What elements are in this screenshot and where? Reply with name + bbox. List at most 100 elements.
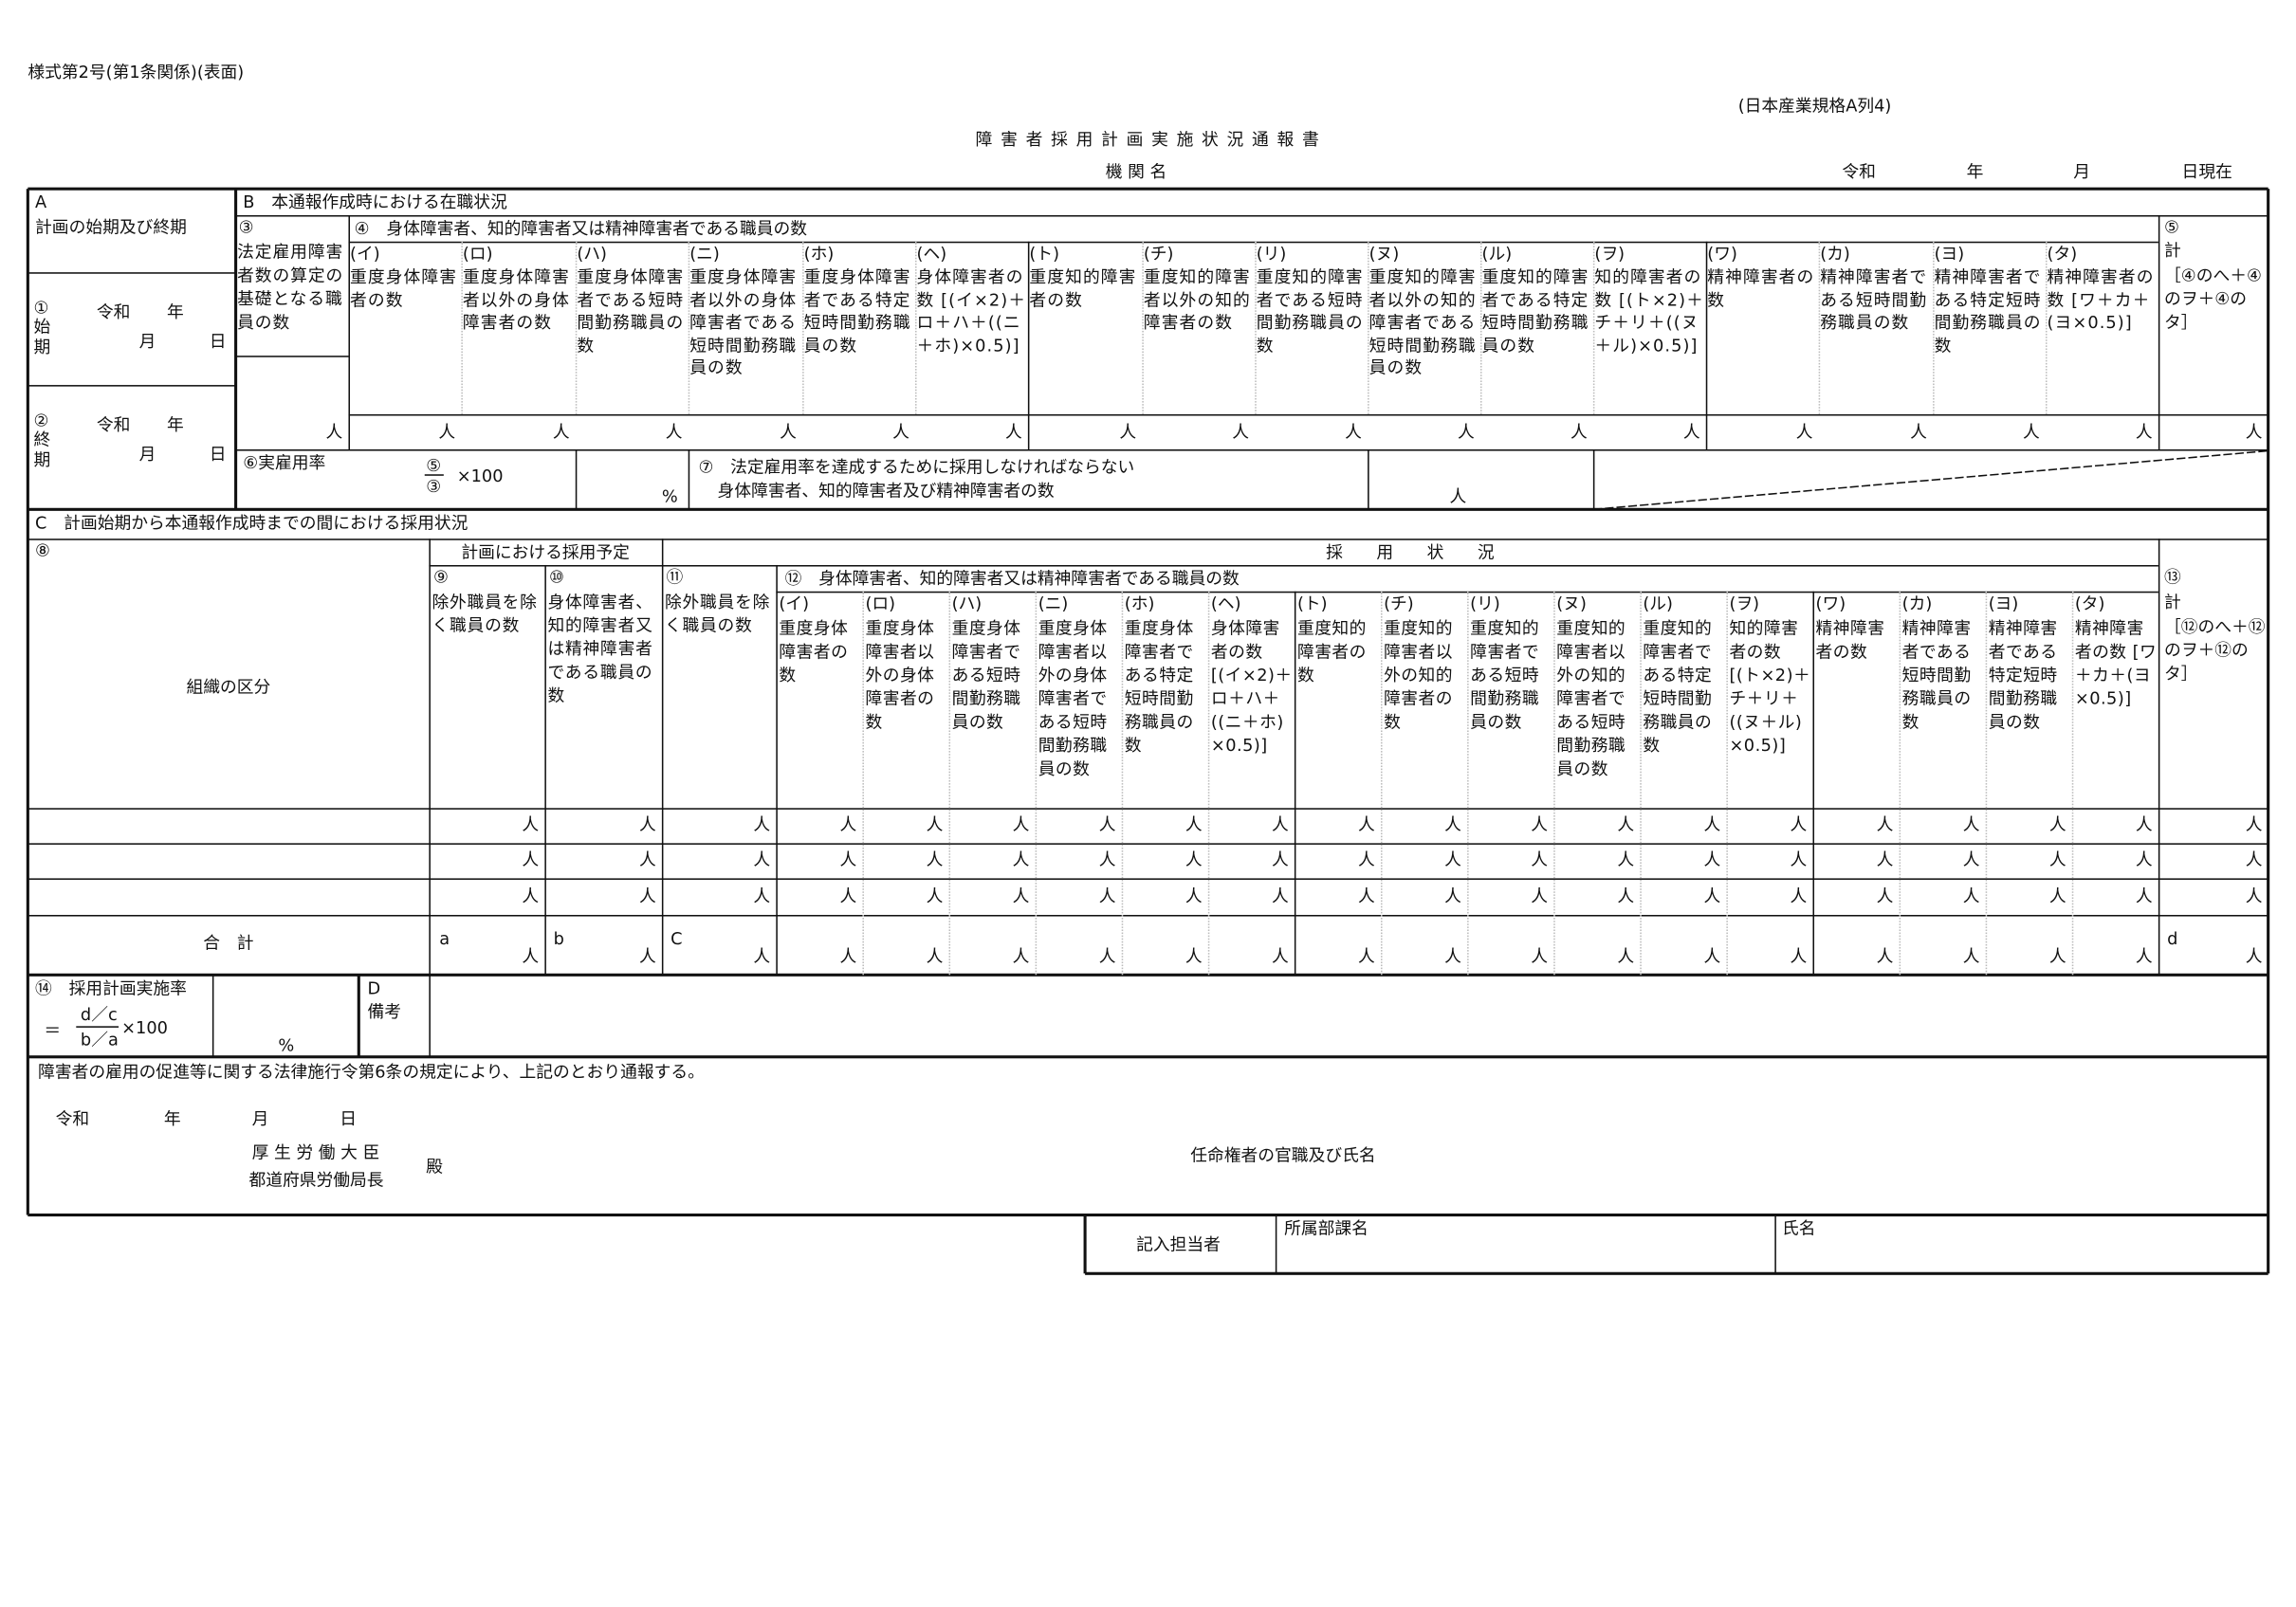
c-category-label: 重度知的障害者である特定短時間勤務職員の数 <box>1643 617 1713 756</box>
b-category-code: (ワ) <box>1707 243 1737 264</box>
b-category-code: (カ) <box>1820 243 1850 264</box>
b-category-label: 重度知的障害者の数 <box>1029 266 1137 310</box>
total-count-unit: 人 <box>839 945 857 967</box>
row-count-unit: 人 <box>1185 813 1203 835</box>
c-category-code: (ル) <box>1643 593 1673 613</box>
c-category-code: (ロ) <box>865 593 896 613</box>
rule-line <box>28 271 236 273</box>
row-count-unit: 人 <box>753 813 771 835</box>
b-category-code: (タ) <box>2047 243 2078 264</box>
rule-line <box>1811 591 1814 976</box>
row-count-unit: 人 <box>1444 813 1461 835</box>
department-field[interactable]: 所属部課名 <box>1284 1217 1368 1239</box>
row-count-unit: 人 <box>2048 849 2066 870</box>
rule-line <box>28 807 2268 810</box>
rule-line <box>429 564 2158 566</box>
row-count-unit: 人 <box>1531 813 1549 835</box>
total-count-unit: 人 <box>638 945 656 967</box>
total-count-unit: 人 <box>1185 945 1203 967</box>
row-count-unit: 人 <box>522 886 540 906</box>
row-count-unit: 人 <box>1185 849 1203 870</box>
total-mark-c: C <box>670 927 683 949</box>
dotted-separator <box>862 591 864 976</box>
addressee-bureau-director: 都道府県労働局長 <box>248 1169 384 1191</box>
b-count-unit: 人 <box>552 421 570 443</box>
rule-line <box>776 591 2158 593</box>
dotted-separator <box>1142 241 1144 414</box>
c-category-code: (リ) <box>1470 593 1500 613</box>
b-category-label: 重度身体障害者である短時間勤務職員の数 <box>577 266 685 356</box>
row-count-unit: 人 <box>1703 849 1721 870</box>
c-category-label: 重度身体障害者の数 <box>779 617 849 685</box>
form-title: 障 害 者 採 用 計 画 実 施 状 況 通 報 書 <box>975 128 1321 150</box>
rule-line <box>543 564 546 976</box>
b-count-unit: 人 <box>1795 421 1813 443</box>
b-count-unit: 人 <box>1004 421 1022 443</box>
rule-line <box>1592 449 1594 510</box>
c-category-code: (ヨ) <box>1988 593 2019 613</box>
date-year: 年 <box>1966 160 1984 182</box>
rate-denominator: ③ <box>426 475 442 497</box>
row-count-unit: 人 <box>1617 886 1635 906</box>
row-count-unit: 人 <box>1876 813 1894 835</box>
c-category-code: (ハ) <box>951 593 983 613</box>
rule-line <box>1367 449 1368 510</box>
plan-start-day: 日 <box>209 330 227 352</box>
section-a-title: 計画の始期及び終期 <box>35 216 187 238</box>
rule-line <box>1027 241 1029 450</box>
row-count-unit: 人 <box>1876 886 1894 906</box>
plan-end-label: 終期 <box>33 429 51 470</box>
row-count-unit: 人 <box>522 849 540 870</box>
row-count-unit: 人 <box>1531 849 1549 870</box>
row-count-unit: 人 <box>2135 849 2153 870</box>
dotted-separator <box>2071 591 2074 976</box>
row-count-unit: 人 <box>522 813 540 835</box>
rule-line <box>661 539 663 976</box>
declaration-era: 令和 <box>55 1107 90 1129</box>
b-category-label: 重度知的障害者である短時間勤務職員の数 <box>1256 266 1364 356</box>
declaration-text: 障害者の雇用の促進等に関する法律施行令第6条の規定により、上記のとおり通報する。 <box>38 1061 705 1083</box>
b-category-label: 重度身体障害者以外の身体障害者の数 <box>462 266 570 333</box>
b-category-label: 精神障害者の数 [ワ＋カ＋(ヨ×0.5)] <box>2047 266 2155 333</box>
section-a-label: A <box>35 192 47 212</box>
c-category-label: 重度知的障害者の数 <box>1296 617 1367 685</box>
c-category-code: (ヌ) <box>1556 593 1587 613</box>
declaration-day: 日 <box>340 1107 357 1129</box>
dotted-separator <box>1640 591 1642 976</box>
c-category-label: 精神障害者の数 [ワ＋カ＋(ヨ×0.5)] <box>2074 617 2158 709</box>
row-count-unit: 人 <box>1876 849 1894 870</box>
b-category-code: (ロ) <box>462 243 493 264</box>
rule-line <box>348 240 2158 243</box>
b-count-unit: 人 <box>1910 421 1927 443</box>
row-count-unit: 人 <box>1790 849 1808 870</box>
total-count-unit: 人 <box>1876 945 1894 967</box>
b-count-unit: 人 <box>2023 421 2040 443</box>
frame-left <box>26 189 30 1215</box>
col13-number: ⑬ <box>2164 566 2181 588</box>
dotted-separator <box>802 241 804 414</box>
col10-label: 身体障害者、知的障害者又は精神障害者である職員の数 <box>547 591 653 706</box>
col5-formula: ［④のへ＋④のヲ＋④のタ］ <box>2164 265 2262 333</box>
row-count-unit: 人 <box>2048 886 2066 906</box>
declaration-year: 年 <box>163 1107 181 1129</box>
b-category-label: 重度知的障害者である特定短時間勤務職員の数 <box>1481 266 1589 356</box>
rule-line <box>1294 591 1295 976</box>
col3-number: ③ <box>238 216 254 238</box>
row-count-unit: 人 <box>1962 886 1980 906</box>
row-count-unit: 人 <box>638 813 656 835</box>
dotted-separator <box>1368 241 1369 414</box>
jis-size-note: (日本産業規格A列4) <box>1737 95 1892 116</box>
rule-line <box>357 975 360 1057</box>
col4-title: ④ 身体障害者、知的障害者又は精神障害者である職員の数 <box>354 218 808 239</box>
c-category-label: 重度身体障害者である短時間勤務職員の数 <box>951 617 1021 732</box>
name-field[interactable]: 氏名 <box>1782 1217 1816 1239</box>
total-count-unit: 人 <box>1098 945 1116 967</box>
total-mark-b: b <box>553 927 564 949</box>
col13-formula: ［⑫のへ＋⑫のヲ＋⑫のタ］ <box>2164 616 2266 685</box>
row-count-unit: 人 <box>638 849 656 870</box>
section-b-title: B 本通報作成時における在職状況 <box>243 192 507 212</box>
b-category-code: (チ) <box>1143 243 1174 264</box>
row-count-unit: 人 <box>2245 813 2263 835</box>
c-category-code: (ワ) <box>1815 593 1846 613</box>
col11-label: 除外職員を除く職員の数 <box>664 591 771 636</box>
